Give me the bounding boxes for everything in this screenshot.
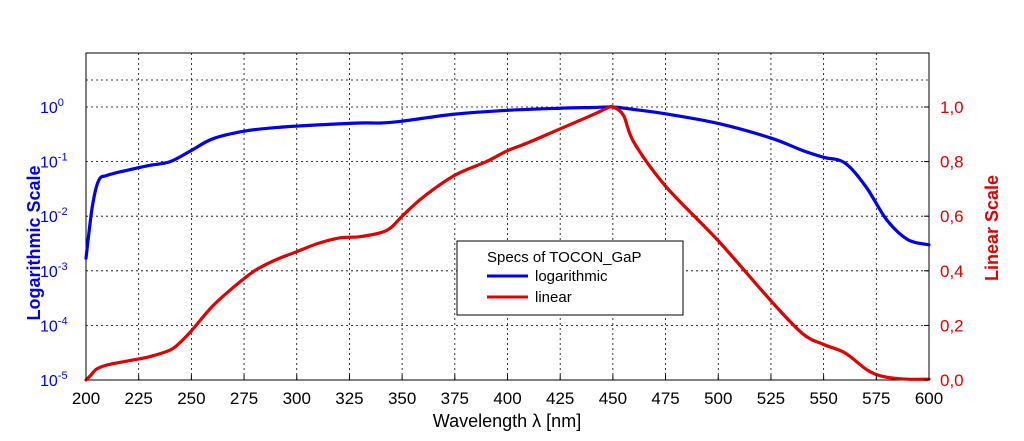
x-tick-label: 275 xyxy=(230,389,258,408)
left-axis-ticks: 10-5 10-4 10-3 10-2 10-1 100 xyxy=(40,97,68,390)
right-tick-label: 0,8 xyxy=(940,153,964,172)
right-tick-label: 0,0 xyxy=(940,371,964,390)
legend-label-logarithmic: logarithmic xyxy=(535,268,608,285)
x-tick-label: 200 xyxy=(72,389,100,408)
right-tick-label: 1,0 xyxy=(940,98,964,117)
x-tick-label: 450 xyxy=(599,389,627,408)
x-tick-label: 600 xyxy=(915,389,943,408)
x-axis-title: Wavelength λ [nm] xyxy=(433,411,581,431)
right-axis-ticks: 0,0 0,2 0,4 0,6 0,8 1,0 xyxy=(924,98,964,390)
x-tick-label: 500 xyxy=(704,389,732,408)
x-tick-label: 425 xyxy=(546,389,574,408)
x-tick-label: 550 xyxy=(809,389,837,408)
x-axis-ticks: 200 225 250 275 300 325 350 375 400 425 450 475 500 5… xyxy=(72,375,943,408)
right-tick-label: 0,2 xyxy=(940,316,964,335)
right-axis-title: Linear Scale xyxy=(982,175,1002,281)
left-axis-title: Logarithmic Scale xyxy=(24,165,44,320)
x-tick-label: 400 xyxy=(493,389,521,408)
x-tick-label: 375 xyxy=(441,389,469,408)
x-tick-label: 475 xyxy=(651,389,679,408)
left-tick-label: 10-5 xyxy=(40,370,68,390)
right-tick-label: 0,6 xyxy=(940,207,964,226)
series-layer xyxy=(84,104,931,382)
left-tick-label: 10-1 xyxy=(40,152,68,172)
left-tick-label: 10-3 xyxy=(40,261,68,281)
x-tick-label: 525 xyxy=(757,389,785,408)
x-tick-label: 325 xyxy=(335,389,363,408)
legend-box xyxy=(456,240,684,316)
legend-label-linear: linear xyxy=(535,289,572,306)
series-line-linear xyxy=(84,104,931,382)
x-tick-label: 225 xyxy=(125,389,153,408)
legend-title: Specs of TOCON_GaP xyxy=(487,249,642,266)
left-tick-label: 100 xyxy=(40,97,64,117)
grid xyxy=(86,53,929,380)
left-tick-label: 10-4 xyxy=(40,315,68,335)
x-tick-label: 350 xyxy=(388,389,416,408)
left-tick-label: 10-2 xyxy=(40,206,68,226)
x-tick-label: 300 xyxy=(283,389,311,408)
series-line-logarithmic xyxy=(84,105,931,260)
legend: Specs of TOCON_GaP logarithmic linear xyxy=(456,240,684,316)
right-tick-label: 0,4 xyxy=(940,262,964,281)
x-tick-label: 250 xyxy=(177,389,205,408)
x-tick-label: 575 xyxy=(862,389,890,408)
